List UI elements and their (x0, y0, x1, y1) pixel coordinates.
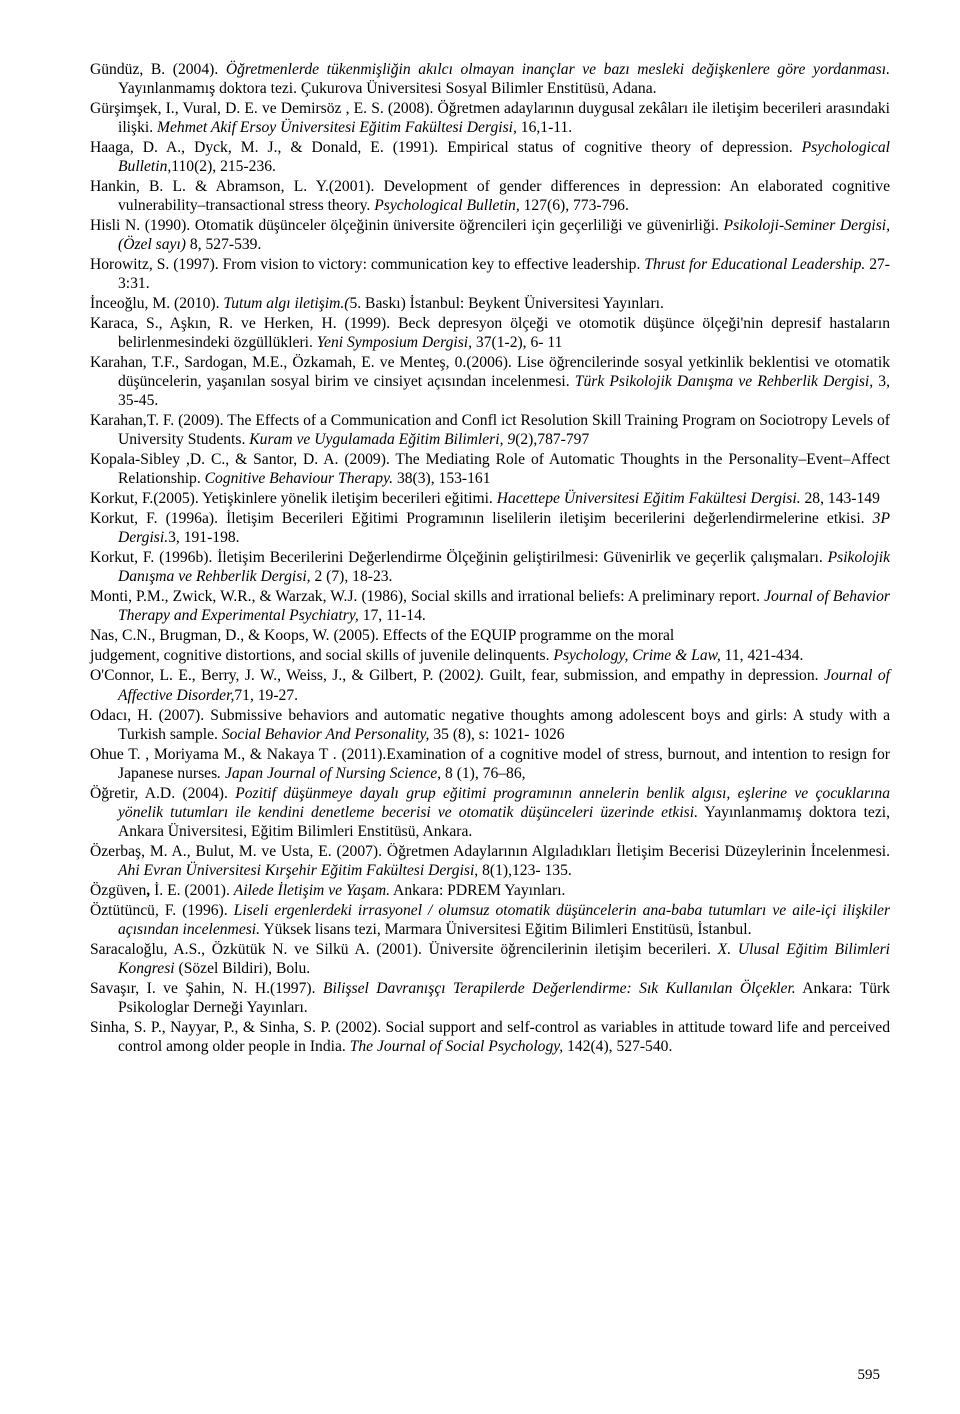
reference-entry: Gürşimşek, I., Vural, D. E. ve Demirsöz … (90, 99, 890, 137)
reference-entry: Karahan, T.F., Sardogan, M.E., Özkamah, … (90, 353, 890, 410)
reference-entry: Gündüz, B. (2004). Öğretmenlerde tükenmi… (90, 60, 890, 98)
reference-entry: Korkut, F. (1996a). İletişim Becerileri … (90, 509, 890, 547)
reference-entry: Odacı, H. (2007). Submissive behaviors a… (90, 706, 890, 744)
reference-entry: Kopala-Sibley ,D. C., & Santor, D. A. (2… (90, 450, 890, 488)
reference-entry: Özgüven, İ. E. (2001). Ailede İletişim v… (90, 881, 890, 900)
reference-entry: Korkut, F. (1996b). İletişim Becerilerin… (90, 548, 890, 586)
reference-entry: Horowitz, S. (1997). From vision to vict… (90, 255, 890, 293)
reference-entry: Karaca, S., Aşkın, R. ve Herken, H. (199… (90, 314, 890, 352)
reference-entry: Hisli N. (1990). Otomatik düşünceler ölç… (90, 216, 890, 254)
reference-entry: Hankin, B. L. & Abramson, L. Y.(2001). D… (90, 177, 890, 215)
reference-entry: İnceoğlu, M. (2010). Tutum algı iletişim… (90, 294, 890, 313)
reference-entry: Saracaloğlu, A.S., Özkütük N. ve Silkü A… (90, 940, 890, 978)
reference-entry: Özerbaş, M. A., Bulut, M. ve Usta, E. (2… (90, 842, 890, 880)
reference-entry: judgement, cognitive distortions, and so… (90, 646, 890, 665)
reference-entry: Korkut, F.(2005). Yetişkinlere yönelik i… (90, 489, 890, 508)
reference-entry: Sinha, S. P., Nayyar, P., & Sinha, S. P.… (90, 1018, 890, 1056)
reference-entry: Monti, P.M., Zwick, W.R., & Warzak, W.J.… (90, 587, 890, 625)
reference-entry: Ohue T. , Moriyama M., & Nakaya T . (201… (90, 745, 890, 783)
reference-entry: Savaşır, I. ve Şahin, N. H.(1997). Biliş… (90, 979, 890, 1017)
reference-entry: Karahan,T. F. (2009). The Effects of a C… (90, 411, 890, 449)
reference-entry: Haaga, D. A., Dyck, M. J., & Donald, E. … (90, 138, 890, 176)
reference-entry: O'Connor, L. E., Berry, J. W., Weiss, J.… (90, 666, 890, 704)
reference-entry: Öğretir, A.D. (2004). Pozitif düşünmeye … (90, 784, 890, 841)
reference-entry: Nas, C.N., Brugman, D., & Koops, W. (200… (90, 626, 890, 645)
page-number: 595 (858, 1366, 881, 1384)
reference-entry: Öztütüncü, F. (1996). Liseli ergenlerdek… (90, 901, 890, 939)
